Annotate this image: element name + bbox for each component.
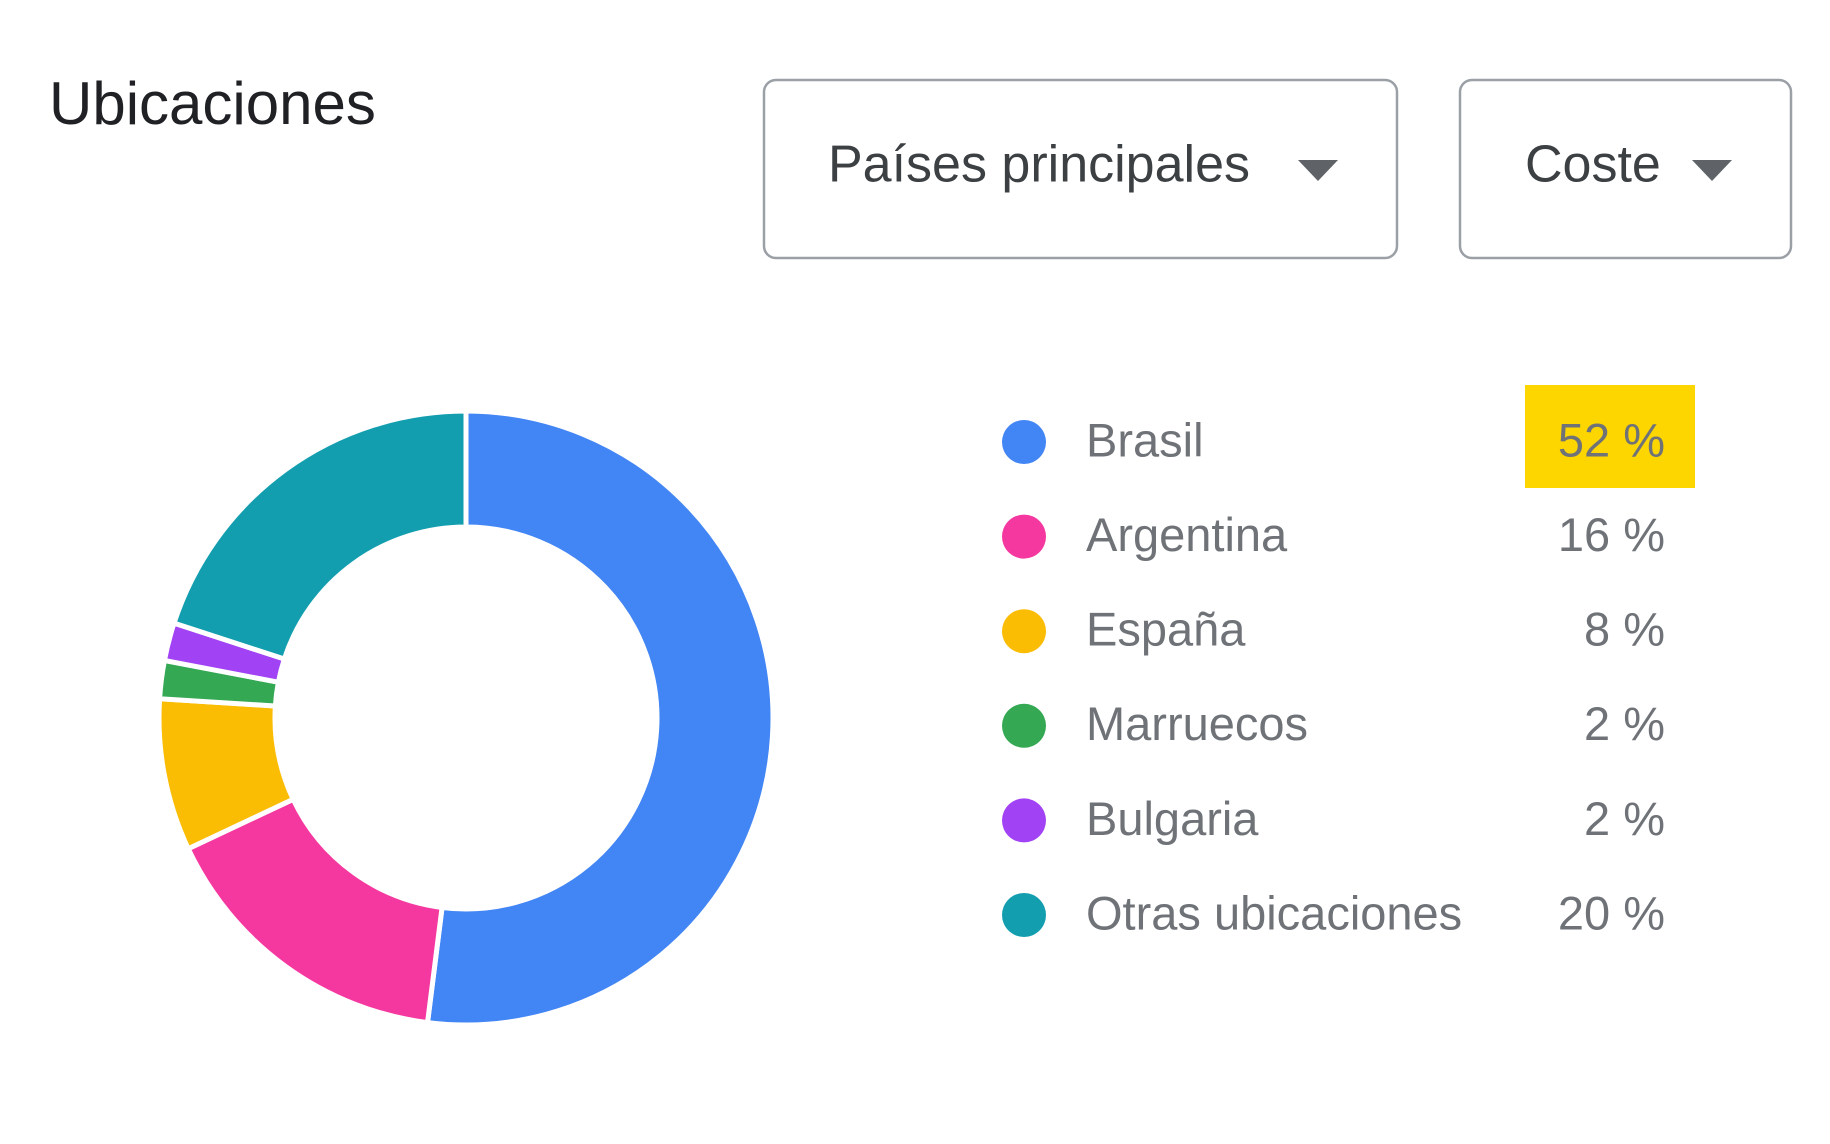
- value-label: 16 %: [1558, 508, 1665, 561]
- value-label: 2 %: [1584, 697, 1665, 750]
- donut-segment: [184, 795, 445, 1026]
- legend-label: Brasil: [1086, 413, 1204, 466]
- highlight: [1525, 385, 1695, 488]
- value-label: 2 %: [1584, 792, 1665, 845]
- dropdown-arrow: [1692, 160, 1732, 181]
- value-label: 52 %: [1558, 413, 1665, 466]
- dropdown-box[interactable]: [762, 78, 1399, 260]
- value-label: 20 %: [1558, 886, 1665, 939]
- legend-label: Marruecos: [1086, 697, 1308, 750]
- legend-dot: [1002, 798, 1046, 843]
- legend-dot: [1002, 703, 1046, 748]
- donut-segment: [424, 408, 776, 1028]
- legend-dot: [1002, 609, 1046, 654]
- dropdown-label[interactable]: Países principales: [828, 136, 1250, 194]
- dropdown[interactable]: Coste: [1458, 78, 1793, 260]
- legend-dot: [1002, 893, 1046, 937]
- donut-segment: [170, 408, 469, 663]
- value-label: 8 %: [1584, 603, 1665, 656]
- legend-dot: [1002, 420, 1046, 464]
- legend-label: Bulgaria: [1086, 792, 1259, 845]
- legend-dot: [1002, 514, 1046, 559]
- legend-label: Otras ubicaciones: [1086, 886, 1462, 939]
- legend-label: España: [1086, 603, 1246, 656]
- dropdown-arrow: [1298, 160, 1338, 181]
- dropdown-box[interactable]: [1458, 78, 1793, 260]
- dropdown-label[interactable]: Coste: [1525, 136, 1661, 194]
- title: Ubicaciones: [49, 70, 376, 137]
- dropdown[interactable]: Países principales: [762, 78, 1399, 260]
- legend-label: Argentina: [1086, 508, 1288, 561]
